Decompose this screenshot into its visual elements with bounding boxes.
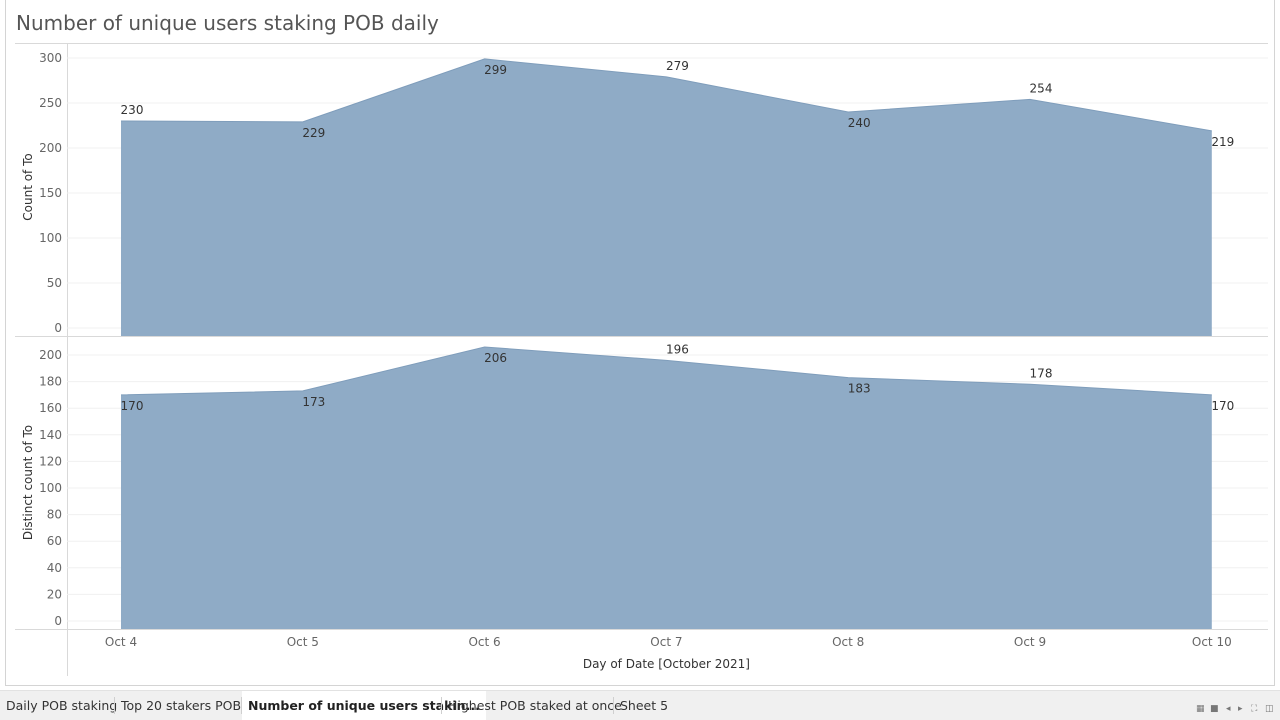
data-label: 173 (302, 395, 325, 409)
area-edge-2 (120, 346, 1212, 396)
x-axis-title: Day of Date [October 2021] (583, 657, 750, 671)
y-tick-label: 300 (39, 51, 62, 65)
sheet-tab-bar: Daily POB staking Top 20 stakers POB Numbe… (0, 690, 1280, 720)
y-tick-label: 200 (39, 348, 62, 362)
x-tick-label: Oct 4 (105, 635, 137, 649)
tab-separator (613, 697, 614, 714)
tab-separator (114, 697, 115, 714)
area-series-2 (121, 347, 1212, 629)
y-tick-label: 50 (47, 276, 62, 290)
tab-separator (441, 697, 442, 714)
x-tick-label: Oct 5 (287, 635, 319, 649)
x-tick-label: Oct 10 (1192, 635, 1232, 649)
x-tick-label: Oct 8 (832, 635, 864, 649)
x-tick-label: Oct 9 (1014, 635, 1046, 649)
y-tick-label: 20 (47, 587, 62, 601)
tab-3[interactable]: Number of unique users stakin... (242, 691, 486, 720)
data-label: 170 (121, 399, 144, 413)
y-tick-label: 180 (39, 375, 62, 389)
y-tick-label: 250 (39, 96, 62, 110)
data-label: 229 (302, 126, 325, 140)
data-label: 206 (484, 351, 507, 365)
data-label: 196 (666, 342, 689, 356)
fullscreen-icon[interactable]: ⛶ (1251, 704, 1258, 714)
y-tick-label: 100 (39, 231, 62, 245)
y-tick-label: 0 (54, 321, 62, 335)
area-series-1 (121, 58, 1212, 337)
y-tick-label: 60 (47, 534, 62, 548)
area-edge-1 (120, 58, 1212, 132)
grid-view-icon[interactable]: ▦ (1196, 704, 1205, 714)
data-label: 299 (484, 63, 507, 77)
y-axis-title: Count of To (21, 153, 35, 220)
y-tick-label: 80 (47, 508, 62, 522)
y-axis-title: Distinct count of To (21, 425, 35, 540)
x-tick-label: Oct 7 (650, 635, 682, 649)
data-label: 230 (121, 103, 144, 117)
tab-separator (241, 697, 242, 714)
data-label: 240 (848, 116, 871, 130)
sheet-title: Number of unique users staking POB daily (16, 11, 439, 35)
next-sheet-icon[interactable]: ▸ (1238, 704, 1243, 714)
data-label: 219 (1211, 135, 1234, 149)
tab-5[interactable]: Sheet 5 (620, 698, 669, 713)
present-icon[interactable]: ◫ (1265, 704, 1274, 714)
tab-1[interactable]: Daily POB staking (6, 698, 118, 713)
worksheet: Number of unique users staking POB daily… (5, 0, 1275, 686)
y-tick-label: 160 (39, 401, 62, 415)
tab-2[interactable]: Top 20 stakers POB (121, 698, 242, 713)
y-tick-label: 120 (39, 454, 62, 468)
x-tick-label: Oct 6 (468, 635, 500, 649)
data-label: 178 (1030, 366, 1053, 380)
data-label: 254 (1030, 81, 1053, 95)
tab-4[interactable]: Highest POB staked at once (448, 698, 622, 713)
single-view-icon[interactable]: ■ (1210, 704, 1219, 714)
data-label: 170 (1211, 399, 1234, 413)
y-tick-label: 140 (39, 428, 62, 442)
y-tick-label: 200 (39, 141, 62, 155)
y-tick-label: 0 (54, 614, 62, 628)
data-label: 183 (848, 382, 871, 396)
data-label: 279 (666, 59, 689, 73)
y-tick-label: 40 (47, 561, 62, 575)
y-tick-label: 150 (39, 186, 62, 200)
y-tick-label: 100 (39, 481, 62, 495)
prev-sheet-icon[interactable]: ◂ (1226, 704, 1231, 714)
